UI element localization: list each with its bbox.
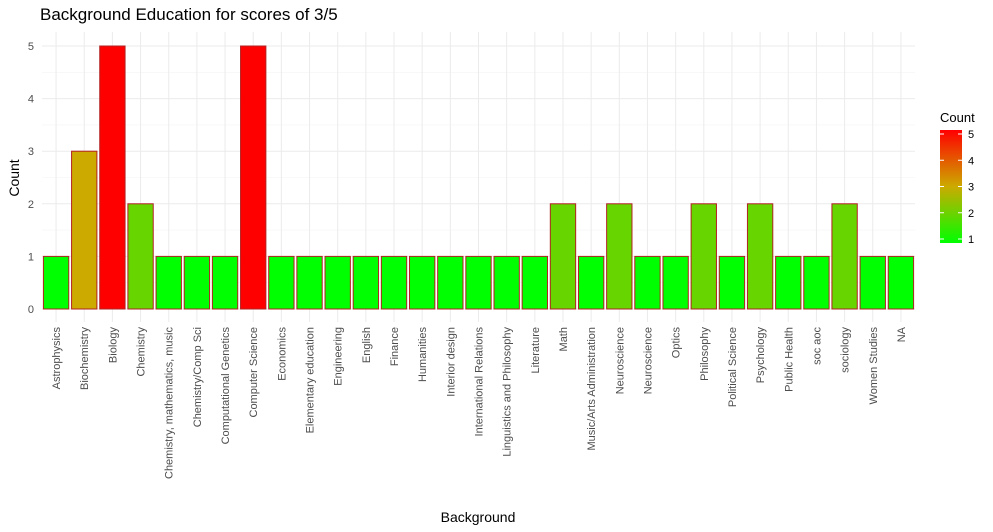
bar: [127, 203, 154, 310]
bar: [718, 255, 746, 310]
bar: [803, 255, 830, 310]
x-tick-label: Biochemistry: [79, 327, 91, 390]
bar: [268, 255, 295, 310]
x-tick-label: Philosophy: [699, 327, 711, 381]
x-axis-ticks: Astrophysics Biochemistry Biology Chemistry…: [51, 326, 908, 479]
legend-tick-label: 4: [968, 155, 974, 167]
bar: [746, 203, 774, 310]
chart-title: Background Education for scores of 3/5: [40, 5, 338, 24]
legend-tick-label: 1: [968, 234, 974, 246]
bar: [634, 255, 661, 310]
bar: [380, 255, 408, 310]
legend-tick-label: 2: [968, 208, 974, 220]
bar: [99, 45, 126, 310]
x-tick-label: Finance: [389, 327, 401, 366]
bar: [352, 255, 380, 310]
x-tick-label: Economics: [276, 327, 288, 381]
x-tick-label: Linguistics and Philosophy: [502, 327, 514, 457]
legend-title: Count: [940, 110, 975, 125]
bar: [71, 150, 98, 310]
y-axis-ticks: 0 1 2 3 4 5: [28, 41, 34, 316]
x-tick-label: Chemistry/Comp Sci: [192, 327, 204, 427]
x-tick-label: Optics: [671, 327, 683, 359]
x-tick-label: Psychology: [755, 327, 767, 384]
bar: [296, 255, 323, 310]
x-tick-label: Literature: [530, 327, 542, 373]
bar: [606, 203, 633, 310]
y-axis-title: Count: [6, 159, 22, 196]
bar: [549, 203, 577, 310]
x-tick-label: Elementary education: [305, 327, 317, 433]
bar: [211, 255, 239, 310]
bar: [521, 255, 548, 310]
x-tick-label: International Relations: [474, 327, 486, 437]
x-tick-label: Computational Genetics: [220, 327, 232, 445]
y-tick-label: 3: [28, 146, 34, 158]
bar: [831, 203, 858, 310]
x-tick-label: Music/Arts Administration: [586, 327, 598, 450]
bar: [437, 255, 464, 310]
bar: [42, 255, 70, 310]
x-tick-label: NA: [896, 326, 908, 342]
y-tick-label: 5: [28, 41, 34, 53]
bar: [775, 255, 802, 310]
bar: [493, 255, 520, 310]
bar: [183, 255, 211, 310]
bar: [690, 203, 717, 310]
legend-tick-label: 3: [968, 182, 974, 194]
legend-tick-label: 5: [968, 129, 974, 141]
legend-ticks: 1 2 3 4 5: [940, 129, 974, 246]
x-tick-label: sociology: [840, 327, 852, 373]
y-tick-label: 2: [28, 199, 34, 211]
bar: [240, 45, 267, 310]
y-tick-label: 4: [28, 94, 34, 106]
x-tick-label: Astrophysics: [51, 327, 63, 390]
legend: Count 1 2 3 4 5: [940, 110, 975, 246]
bars: [42, 45, 915, 310]
bar: [324, 255, 351, 310]
x-tick-label: soc aoc: [811, 327, 823, 365]
bar: [155, 255, 182, 310]
x-axis-title: Background: [441, 509, 516, 525]
x-tick-label: Neuroscience: [642, 327, 654, 394]
x-tick-label: Neuroscience: [614, 327, 626, 394]
x-tick-label: Chemistry, mathematics, music: [164, 327, 176, 479]
x-tick-label: Humanities: [417, 327, 429, 383]
x-tick-label: Biology: [107, 327, 119, 364]
x-tick-label: Public Health: [783, 327, 795, 392]
bar: [662, 255, 689, 310]
x-tick-label: Political Science: [727, 327, 739, 407]
x-tick-label: Women Studies: [868, 327, 880, 405]
bar: [859, 255, 886, 310]
bar: [465, 255, 492, 310]
bar: [887, 255, 915, 310]
x-tick-label: English: [361, 327, 373, 363]
legend-colorbar: [940, 130, 962, 243]
x-tick-label: Math: [558, 327, 570, 351]
bar: [577, 255, 605, 310]
y-tick-label: 1: [28, 251, 34, 263]
y-tick-label: 0: [28, 304, 34, 316]
x-tick-label: Engineering: [333, 327, 345, 386]
x-tick-label: Computer Science: [248, 327, 260, 418]
x-tick-label: Chemistry: [136, 327, 148, 377]
bar: [409, 255, 436, 310]
x-tick-label: Interior design: [445, 327, 457, 397]
